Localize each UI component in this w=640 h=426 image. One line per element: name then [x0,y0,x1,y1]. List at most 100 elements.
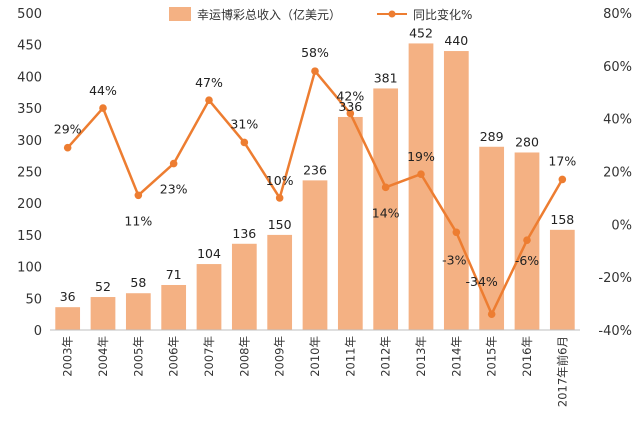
bar-value-label: 150 [268,217,292,232]
line-value-label: 31% [230,116,258,131]
bar-value-label: 158 [550,212,574,227]
line-series [63,67,567,318]
line-value-label: 17% [548,153,576,168]
y-right-tick-label: 60% [603,60,632,75]
bar [443,51,469,330]
line-value-label: 11% [124,213,152,228]
bar-value-label: 52 [95,279,111,294]
line-data-labels: 29% 44% 11% 23% 47% 31% 10% 58% 42% 14% 19% -3%-34%… [54,45,577,289]
line-value-label: 58% [301,45,329,60]
x-category-label: 2010年 [308,336,322,377]
y-left-tick-label: 500 [17,7,42,22]
y-right-tick-label: 20% [603,166,632,181]
x-category-label: 2016年 [520,336,534,377]
line-point [275,194,284,202]
bar [337,116,363,330]
bar [125,293,151,330]
x-category-label: 2015年 [485,336,499,377]
y-left-tick-label: 450 [17,39,42,54]
bar-value-label: 71 [166,267,182,282]
bar-data-labels: 36 52 58 71 104 136 150 236 336 381 452 440 289 280 15… [60,25,575,304]
line-point [452,228,461,237]
bar [479,146,505,330]
bar [302,180,328,330]
y-right-tick-label: 0% [611,218,632,233]
y-left-tick-label: 300 [17,134,42,149]
bar-value-label: 440 [444,33,468,48]
line-value-label: 10% [266,173,294,188]
bar [231,243,257,330]
line-value-label: 29% [54,122,82,137]
line-point [346,109,355,118]
x-category-label: 2005年 [131,336,145,377]
line-value-label: 47% [195,75,223,90]
line-point [523,236,531,244]
y-left-tick-label: 150 [17,229,42,244]
line-value-label: 23% [160,182,188,197]
bar [55,307,81,330]
x-category-label: 2006年 [167,336,181,377]
line-value-label: 44% [89,83,117,98]
bar-value-label: 381 [374,70,398,85]
bar-value-label: 104 [197,246,221,261]
x-category-label: 2012年 [379,336,393,377]
legend-bar-swatch [169,7,191,21]
line-value-label: -34% [466,274,498,289]
bar [549,229,575,330]
line-value-label: 14% [372,205,400,220]
legend-line-marker [388,10,396,18]
y-left-tick-label: 0 [34,324,42,339]
line-value-label: -3% [442,252,466,267]
x-category-label: 2008年 [237,336,251,377]
bar [90,297,116,330]
line-point [311,67,319,75]
y-right-tick-label: -20% [598,271,632,286]
line-point [417,170,425,178]
line-point [558,175,567,184]
bar-value-label: 58 [130,275,146,290]
legend-line-label: 同比变化% [413,7,472,22]
y-left-tick-label: 100 [17,261,42,276]
y-left-tick-label: 350 [17,102,42,117]
y-left-tick-label: 250 [17,166,42,181]
line-point [134,191,143,200]
line-point [169,159,178,168]
x-category-label: 2014年 [449,336,463,377]
y-axis-right: -40% -20% 0% 20% 40% 60% 80% [598,7,632,339]
legend-bar-label: 幸运博彩总收入（亿美元） [197,7,341,22]
line-value-label: 42% [336,88,364,103]
bar-value-label: 289 [480,129,504,144]
x-category-label: 2009年 [273,336,287,377]
line-point [240,138,249,147]
y-left-tick-label: 400 [17,70,42,85]
bar [267,234,293,330]
line-point [205,96,213,104]
x-category-label: 2004年 [96,336,110,377]
line-point [487,310,496,318]
x-category-label: 2003年 [61,336,75,377]
y-right-tick-label: 80% [603,7,632,22]
bar-value-label: 452 [409,25,433,40]
line-point [99,104,107,112]
bar-value-label: 236 [303,162,327,177]
y-right-tick-label: 40% [603,113,632,128]
bar-series [55,43,575,330]
bar-value-label: 336 [338,99,362,114]
line-value-label: 19% [407,149,435,164]
bar [373,88,399,330]
line-point [63,143,72,152]
legend: 幸运博彩总收入（亿美元） 同比变化% [169,7,472,22]
y-left-tick-label: 50 [25,292,42,307]
x-category-label: 2011年 [343,336,357,377]
bar-value-label: 136 [232,226,256,241]
x-category-label: 2013年 [414,336,428,377]
x-category-label: 2017年前6月 [555,336,569,407]
line-value-label: -6% [515,253,539,268]
x-category-label: 2007年 [202,336,216,377]
line-point [381,183,390,192]
bar [196,264,222,330]
bar [161,284,187,330]
y-left-tick-label: 200 [17,197,42,212]
x-axis-labels: 2003年 2004年 2005年 2006年 2007年 2008年 2009年 2010年… [61,336,570,407]
